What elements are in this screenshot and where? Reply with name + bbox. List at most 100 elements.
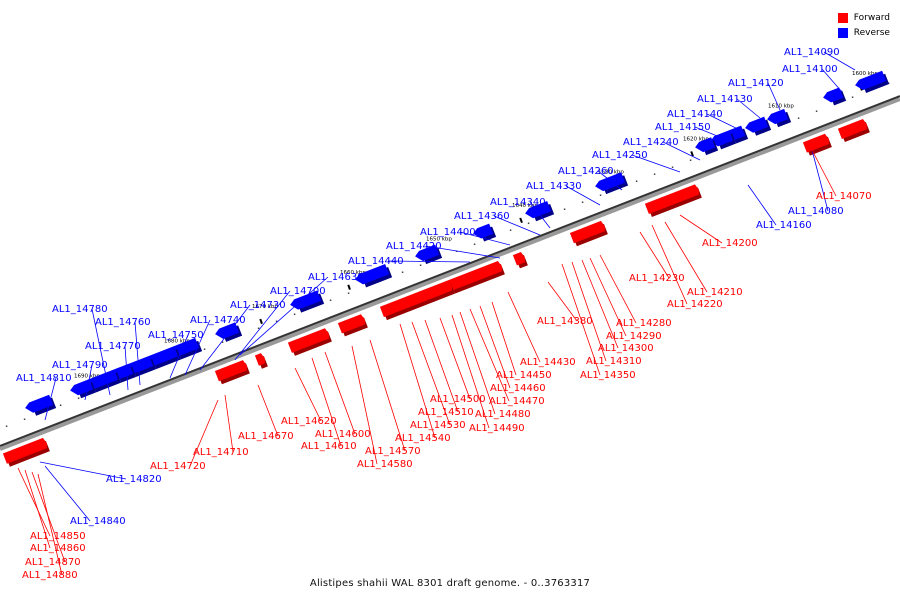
scale-label: 1630 kbp <box>598 170 624 176</box>
axis-shadow <box>0 97 900 451</box>
legend-reverse: Reverse <box>837 25 890 40</box>
reverse-gene-label-leader <box>747 184 777 226</box>
forward-gene-label-leader <box>411 321 451 426</box>
forward-gene-arrow <box>447 260 502 291</box>
forward-gene-arrow <box>214 360 247 382</box>
tick-dot <box>797 117 800 119</box>
reverse-gene-label-leader <box>91 308 111 396</box>
tick-dot <box>221 341 224 343</box>
reverse-gene-label-leader <box>694 126 733 143</box>
reverse-gene-label-leader <box>169 334 189 379</box>
forward-gene-label-leader <box>451 314 490 429</box>
tick-dot <box>671 166 674 168</box>
reverse-gene-label-leader <box>821 68 843 93</box>
reverse-gene-label: AL1_14150 <box>655 122 711 133</box>
forward-gene-label: AL1_14670 <box>238 431 294 442</box>
reverse-gene-label-leader <box>706 113 741 131</box>
scale-tick <box>690 151 694 157</box>
scale-label: 1680 kbp <box>164 338 190 344</box>
forward-gene-label-leader <box>424 319 459 413</box>
reverse-gene-label: AL1_14260 <box>558 166 614 177</box>
forward-gene-label-leader <box>571 261 607 362</box>
forward-gene-label-leader <box>24 469 51 549</box>
reverse-gene-label: AL1_14330 <box>526 181 582 192</box>
forward-gene-label: AL1_14470 <box>489 396 545 407</box>
forward-gene-label: AL1_14570 <box>365 446 421 457</box>
forward-gene-label-leader <box>479 305 511 389</box>
forward-gene-arrow <box>379 280 452 318</box>
scale-tick <box>347 284 351 290</box>
forward-gene-label-leader <box>679 214 723 244</box>
forward-gene-arrow <box>337 314 365 334</box>
forward-gene-label-leader <box>491 301 517 376</box>
tick-dot <box>563 208 566 210</box>
legend-forward-label: Forward <box>853 12 890 23</box>
tick-dot <box>329 299 332 301</box>
tick-dot <box>473 243 476 245</box>
forward-gene-label-leader <box>324 351 356 435</box>
forward-gene-label: AL1_14500 <box>430 394 486 405</box>
forward-gene-label-leader <box>664 221 708 293</box>
axis-line <box>0 95 900 447</box>
forward-gene-label: AL1_14480 <box>475 409 531 420</box>
forward-gene-label: AL1_14720 <box>150 461 206 472</box>
forward-gene-label: AL1_14380 <box>537 316 593 327</box>
forward-gene-label: AL1_14530 <box>410 420 466 431</box>
reverse-gene-label-leader <box>184 319 211 376</box>
reverse-gene-label: AL1_14740 <box>190 315 246 326</box>
forward-gene-label: AL1_14580 <box>357 459 413 470</box>
reverse-gene-arrow <box>710 130 734 147</box>
reverse-gene-arrow <box>415 244 440 262</box>
tick-dot <box>203 348 206 350</box>
forward-gene-label-leader <box>294 367 322 422</box>
reverse-gene-label: AL1_14120 <box>728 78 784 89</box>
reverse-gene-label-leader <box>239 276 329 356</box>
scale-label: 1640 kbp <box>512 203 538 209</box>
reverse-gene-label-leader <box>39 461 127 480</box>
tick-dot <box>851 96 854 98</box>
forward-gene-label: AL1_14460 <box>490 383 546 394</box>
reverse-gene-label: AL1_14770 <box>85 341 141 352</box>
scale-label: 1600 kbp <box>852 71 878 77</box>
scale-tick <box>259 318 263 325</box>
reverse-gene-arrow <box>85 369 119 390</box>
caption: Alistipes shahii WAL 8301 draft genome. … <box>309 578 591 589</box>
reverse-gene-arrow <box>823 87 844 103</box>
reverse-gene-label-leader <box>736 98 761 119</box>
forward-gene-label: AL1_14200 <box>702 238 758 249</box>
reverse-gene-label: AL1_14790 <box>52 360 108 371</box>
forward-gene-label: AL1_14350 <box>580 370 636 381</box>
forward-gene-label: AL1_14490 <box>469 423 525 434</box>
reverse-gene-arrow <box>525 201 552 219</box>
reverse-gene-label-leader <box>459 231 511 246</box>
reverse-gene-arrow <box>745 116 769 133</box>
forward-gene-label-leader <box>651 224 688 305</box>
forward-gene-label: AL1_14850 <box>30 531 86 542</box>
tick-dot <box>293 313 296 315</box>
reverse-gene-arrow <box>355 264 390 285</box>
forward-gene-label: AL1_14070 <box>816 191 872 202</box>
forward-gene-label: AL1_14870 <box>25 557 81 568</box>
forward-gene-label: AL1_14210 <box>687 287 743 298</box>
reverse-gene-label-leader <box>662 141 701 161</box>
tick-dot <box>401 271 404 273</box>
forward-gene-label-leader <box>224 394 234 453</box>
forward-gene-arrow <box>287 328 329 353</box>
forward-gene-arrow <box>837 119 867 139</box>
forward-gene-label: AL1_14290 <box>606 331 662 342</box>
forward-gene-label-leader <box>189 399 219 467</box>
forward-gene-label: AL1_14300 <box>598 343 654 354</box>
reverse-gene-label-leader <box>234 290 291 361</box>
forward-gene-label-leader <box>581 259 619 349</box>
tick-dot <box>635 180 638 182</box>
forward-swatch <box>837 12 848 23</box>
legend-reverse-label: Reverse <box>853 27 890 38</box>
reverse-gene-label-leader <box>199 304 251 371</box>
reverse-gene-label-leader <box>493 215 541 236</box>
reverse-gene-label: AL1_14400 <box>420 227 476 238</box>
forward-gene-label-leader <box>639 231 670 279</box>
forward-gene-label-leader <box>311 357 342 447</box>
reverse-gene-label: AL1_14140 <box>667 109 723 120</box>
reverse-gene-arrow <box>767 108 789 125</box>
